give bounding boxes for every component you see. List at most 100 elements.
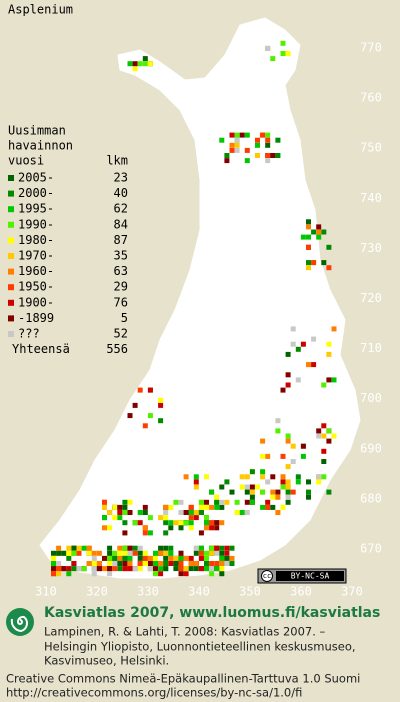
occurrence-square [326,265,332,271]
occurrence-square [193,550,199,556]
occurrence-square [132,66,138,72]
occurrence-square [56,545,62,551]
occurrence-square [51,561,56,566]
occurrence-square [96,566,102,572]
occurrence-square [107,550,113,556]
footer-license: Creative Commons Nimeä-Epäkaupallinen-Ta… [6,672,360,686]
occurrence-square [112,561,118,566]
occurrence-square [209,525,215,531]
occurrence-square [280,453,286,459]
occurrence-square [122,561,128,566]
occurrence-square [265,158,271,164]
occurrence-square [158,550,164,556]
occurrence-square [193,561,199,566]
occurrence-square [163,561,169,566]
occurrence-square [188,525,194,531]
occurrence-square [158,545,164,551]
occurrence-square [117,550,123,556]
occurrence-square [229,142,235,148]
occurrence-square [178,561,184,566]
occurrence-square [102,499,107,505]
occurrence-square [255,153,260,158]
legend-swatch [8,221,14,228]
legend-count: 87 [114,233,128,247]
occurrence-square [316,433,322,439]
occurrence-square [275,428,281,434]
occurrence-square [316,234,322,240]
occurrence-square [188,515,194,521]
occurrence-square [173,561,179,566]
occurrence-square [158,515,164,521]
occurrence-square [270,153,276,158]
occurrence-square [204,561,209,566]
occurrence-square [127,566,133,572]
easting-label: 320 [86,585,108,599]
map-title: Asplenium [8,3,73,17]
occurrence-square [204,525,209,531]
occurrence-square [168,561,174,566]
legend-count: 52 [114,327,128,341]
occurrence-square [219,545,225,551]
occurrence-square [219,550,225,556]
occurrence-square [158,561,164,566]
occurrence-square [295,377,301,383]
occurrence-square [127,555,133,561]
northing-label: 700 [360,391,382,405]
occurrence-square [178,571,184,577]
occurrence-squares [51,40,337,577]
occurrence-square [219,561,225,566]
occurrence-square [163,515,169,521]
occurrence-square [244,474,250,480]
occurrence-square [321,433,327,439]
occurrence-square [198,566,204,572]
legend-swatch [8,315,14,322]
northing-label: 670 [360,542,382,556]
occurrence-square [137,510,143,515]
occurrence-square [132,520,138,526]
occurrence-square [188,566,194,572]
occurrence-square [163,566,169,572]
occurrence-square [300,341,306,347]
occurrence-square [270,474,276,480]
occurrence-square [178,555,184,561]
occurrence-square [127,61,133,67]
legend-heading: Uusimman [8,124,66,138]
occurrence-square [204,504,209,510]
easting-label: 310 [35,585,57,599]
occurrence-square [321,474,327,480]
occurrence-square [244,484,250,490]
occurrence-square [285,489,291,495]
occurrence-square [275,137,281,143]
easting-label: 340 [188,585,210,599]
occurrence-square [204,515,209,521]
northing-label: 760 [360,91,382,105]
occurrence-square [219,504,225,510]
legend-label: 1970- [18,249,54,263]
occurrence-square [224,550,230,556]
legend-swatch [8,331,14,337]
occurrence-square [234,137,240,143]
occurrence-square [326,351,332,357]
occurrence-square [311,336,317,342]
easting-label: 330 [137,585,159,599]
occurrence-square [91,571,97,577]
occurrence-square [234,510,240,515]
cc-circle [261,570,273,582]
legend-swatch [8,253,14,259]
occurrence-square [306,479,311,485]
occurrence-square [290,459,296,464]
occurrence-square [306,260,311,266]
occurrence-square [311,229,317,235]
occurrence-square [285,382,291,388]
occurrence-square [96,561,102,566]
legend-swatch [8,237,14,244]
occurrence-square [306,234,311,240]
occurrence-square [102,515,107,521]
occurrence-square [321,459,327,464]
northing-label: 740 [360,191,382,205]
occurrence-square [71,566,77,572]
occurrence-square [316,428,322,434]
occurrence-square [265,137,271,143]
legend-year-header: vuosi [8,154,44,168]
occurrence-square [306,362,311,368]
